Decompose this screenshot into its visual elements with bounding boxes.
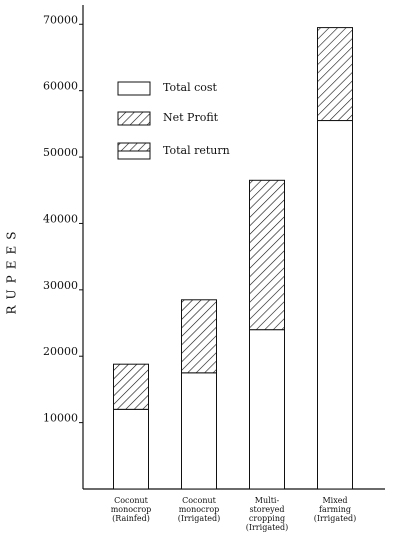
x-tick-label: Coconut monocrop (Irrigated) [177, 496, 221, 523]
legend-label: Total return [163, 144, 230, 157]
x-tick-label: Mixed farming (Irrigated) [313, 496, 357, 523]
y-axis-label: RUPEES [5, 226, 19, 315]
bar-segment [113, 363, 149, 410]
y-tick-label: 50000 [43, 146, 78, 159]
y-tick-label: 20000 [43, 345, 78, 358]
x-tick-label: Multi- storeyed cropping (Irrigated) [245, 496, 289, 532]
bar-segment [181, 299, 217, 374]
y-tick-label: 30000 [43, 279, 78, 292]
y-tick-label: 10000 [43, 412, 78, 425]
y-tick-label: 70000 [43, 13, 78, 26]
legend-swatch [117, 111, 151, 126]
y-tick-label: 40000 [43, 212, 78, 225]
bar-segment [317, 27, 353, 122]
legend-swatch [117, 81, 151, 96]
legend-label: Net Profit [163, 111, 219, 124]
bar-segment [249, 329, 285, 490]
legend-label: Total cost [163, 81, 218, 94]
bar-segment [249, 179, 285, 331]
x-tick-label: Coconut monocrop (Rainfed) [110, 496, 152, 523]
bar-segment [113, 408, 149, 490]
legend-swatch [117, 142, 151, 152]
legend-swatch [117, 150, 151, 160]
y-tick-label: 60000 [43, 80, 78, 93]
bar-segment [317, 120, 353, 490]
bar-segment [181, 372, 217, 490]
